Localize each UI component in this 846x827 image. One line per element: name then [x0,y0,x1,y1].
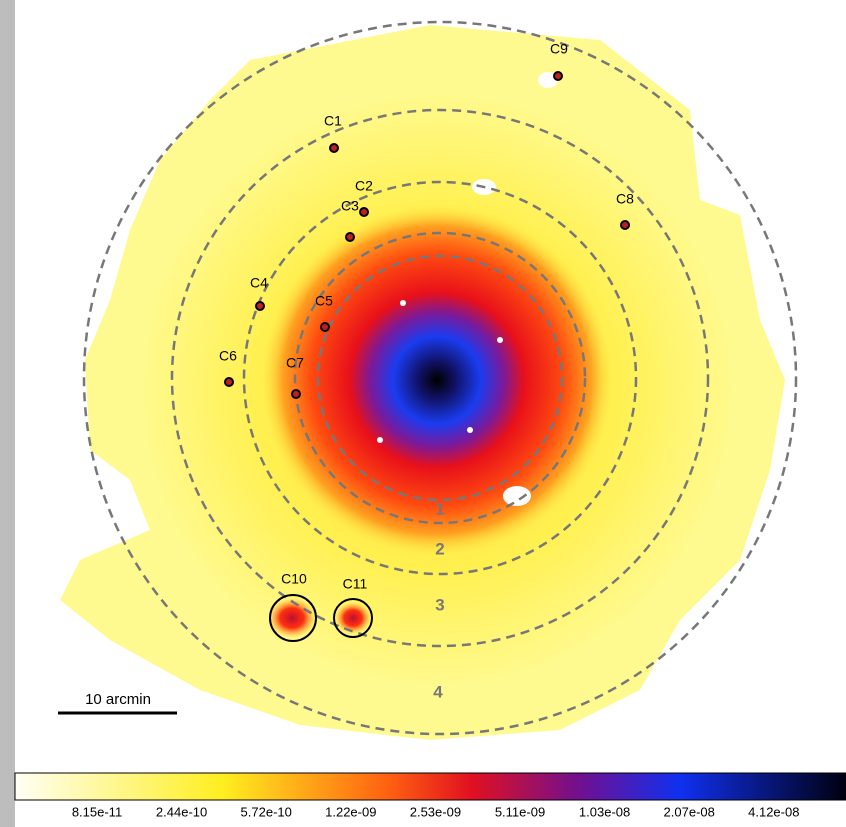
cluster-label: C11 [343,576,368,592]
ring-label: 1 [435,499,444,518]
contour [330,144,338,152]
cluster-label: C4 [250,275,268,291]
colorbar-tick-label: 1.03e-08 [579,804,630,819]
colorbar-tick-label: 2.44e-10 [156,804,207,819]
colorbar [15,773,846,800]
ring-label: 4 [433,682,443,701]
cluster-label: C8 [616,191,634,207]
cluster-label: C2 [355,178,373,194]
contour [621,221,629,229]
colorbar-tick-label: 5.11e-09 [495,804,545,819]
figure: 1 2 3 4 C1 C2 C3 C4 C5 C6 C7 C8 C9 C10 C11 10 arcmin 8… [0,0,846,827]
colorbar-tick-label: 5.72e-10 [241,804,292,819]
ring-label: 2 [435,539,444,558]
cluster-label: C9 [550,41,568,57]
colorbar-tick-label: 2.53e-09 [410,804,461,819]
contour [346,233,354,241]
contour [292,390,300,398]
contour [554,72,562,80]
page: 1 2 3 4 C1 C2 C3 C4 C5 C6 C7 C8 C9 C10 C11 10 arcmin 8… [0,0,846,827]
contour [321,323,329,331]
colorbar-ticks: 8.15e-11 2.44e-10 5.72e-10 1.22e-09 2.53e-09… [72,804,800,819]
colorbar-tick-label: 2.07e-08 [664,804,715,819]
colorbar-tick-label: 4.12e-08 [748,804,799,819]
contour [360,208,368,216]
cluster-label: C10 [281,571,307,587]
subclump [335,602,371,634]
cluster-label: C5 [315,293,333,309]
cluster-label: C6 [219,348,237,364]
contour [225,378,233,386]
cluster-label: C3 [341,198,359,214]
scalebar-label: 10 arcmin [85,691,151,708]
cluster-label: C7 [286,355,304,371]
colorbar-tick-label: 1.22e-09 [325,804,376,819]
ring-label: 3 [435,595,444,614]
contour [256,302,264,310]
colorbar-tick-label: 8.15e-11 [72,804,122,819]
cluster-label: C1 [324,113,342,129]
